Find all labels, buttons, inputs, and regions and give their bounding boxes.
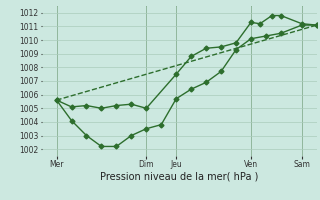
X-axis label: Pression niveau de la mer( hPa ): Pression niveau de la mer( hPa ): [100, 172, 258, 182]
